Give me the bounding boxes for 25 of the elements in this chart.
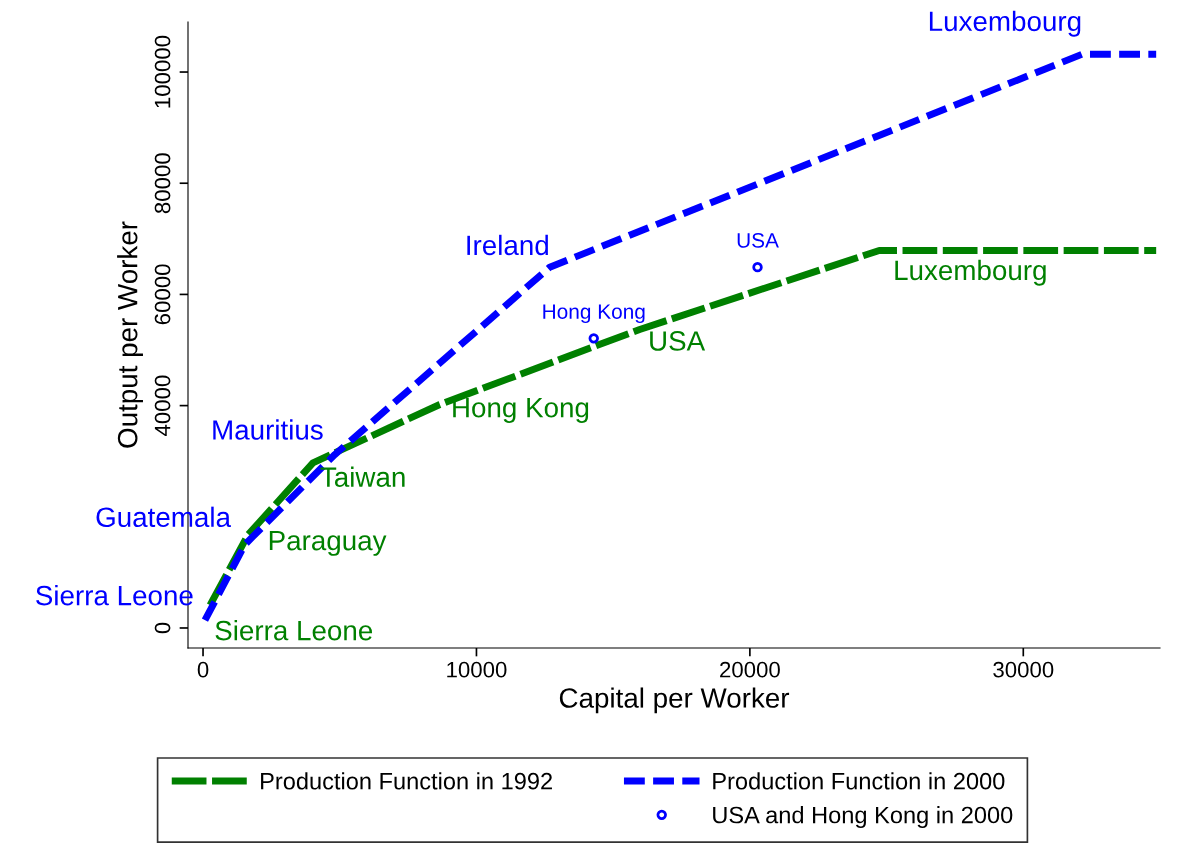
y-tick-label: 80000 <box>154 153 171 214</box>
annotation: Paraguay <box>269 530 387 556</box>
annotation: Sierra Leone <box>215 620 373 641</box>
y-tick-label: 100000 <box>154 35 171 108</box>
y-tick-label: 60000 <box>154 264 171 325</box>
x-tick-label: 10000 <box>447 661 507 678</box>
annotation: USA <box>737 233 779 248</box>
annotation: Taiwan <box>320 466 405 487</box>
y-tick-label: 40000 <box>154 375 171 436</box>
annotation: Ireland <box>467 234 548 256</box>
legend-label: Production Function in 2000 <box>713 772 1005 790</box>
legend-label: USA and Hong Kong in 2000 <box>713 806 1013 829</box>
y-tick-label: 0 <box>154 622 171 634</box>
x-tick-label: 30000 <box>993 661 1054 678</box>
x-tick-label: 20000 <box>720 661 780 678</box>
annotation: Luxembourg <box>929 10 1081 37</box>
annotation: Hong Kong <box>453 398 589 423</box>
annotation: Mauritius <box>213 419 323 440</box>
annotation: Hong Kong <box>543 304 645 324</box>
annotation: USA <box>650 331 706 351</box>
x-axis-title: Capital per Worker <box>559 687 790 714</box>
x-tick-label: 0 <box>197 661 209 678</box>
legend-label: Production Function in 1992 <box>261 772 552 790</box>
y-axis-title: Output per Worker <box>117 221 143 448</box>
annotation: Luxembourg <box>895 259 1046 286</box>
